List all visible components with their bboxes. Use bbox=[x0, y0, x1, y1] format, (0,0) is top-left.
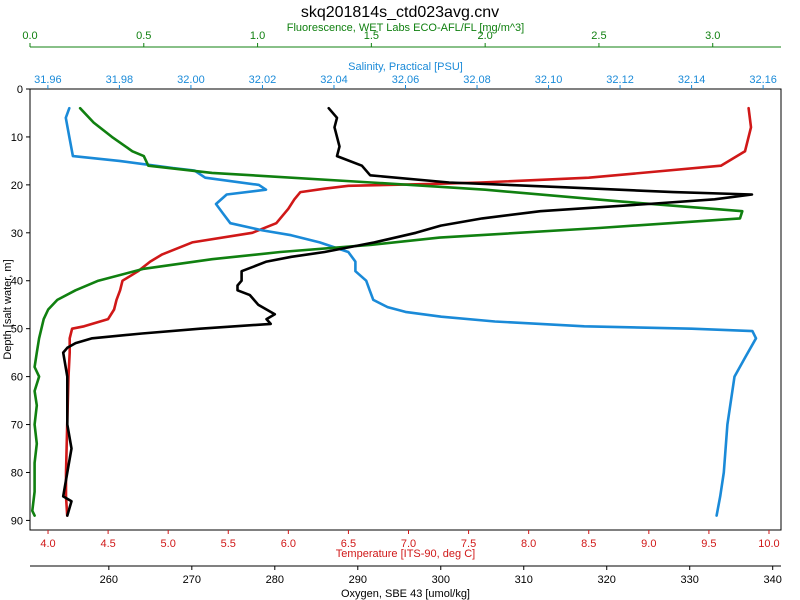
temperature-tick-label: 10.0 bbox=[758, 538, 779, 550]
temperature-tick-label: 5.5 bbox=[221, 538, 236, 550]
temperature-tick-label: 6.5 bbox=[341, 538, 356, 550]
oxygen-profile-line bbox=[61, 106, 754, 517]
oxygen-tick-label: 300 bbox=[432, 574, 450, 586]
oxygen-tick-label: 320 bbox=[598, 574, 616, 586]
temperature-tick-label: 6.0 bbox=[281, 538, 296, 550]
salinity-tick-label: 31.98 bbox=[106, 74, 134, 86]
oxygen-tick-label: 340 bbox=[764, 574, 782, 586]
salinity-tick-label: 32.02 bbox=[249, 74, 277, 86]
y-axis-label: Depth [salt water, m] bbox=[2, 259, 14, 359]
oxygen-tick-label: 330 bbox=[681, 574, 699, 586]
oxygen-tick-label: 310 bbox=[515, 574, 533, 586]
salinity-tick-label: 32.04 bbox=[320, 74, 348, 86]
y-tick-label: 70 bbox=[11, 420, 23, 432]
fluorescence-axis-label: Fluorescence, WET Labs ECO-AFL/FL [mg/m^… bbox=[287, 22, 524, 34]
temperature-tick-label: 5.0 bbox=[161, 538, 176, 550]
chart-title: skq201814s_ctd023avg.cnv bbox=[301, 4, 499, 21]
temperature-tick-label: 4.0 bbox=[40, 538, 55, 550]
y-tick-label: 40 bbox=[11, 276, 23, 288]
salinity-tick-label: 32.10 bbox=[535, 74, 563, 86]
salinity-tick-label: 32.06 bbox=[392, 74, 420, 86]
fluorescence-profile-line bbox=[30, 106, 744, 517]
temperature-tick-label: 7.5 bbox=[461, 538, 476, 550]
y-tick-label: 80 bbox=[11, 467, 23, 479]
salinity-tick-label: 31.96 bbox=[34, 74, 62, 86]
oxygen-tick-label: 270 bbox=[183, 574, 201, 586]
fluorescence-tick-label: 3.0 bbox=[705, 30, 720, 42]
y-tick-label: 0 bbox=[17, 84, 23, 96]
temperature-tick-label: 7.0 bbox=[401, 538, 416, 550]
temperature-tick-label: 9.0 bbox=[641, 538, 656, 550]
y-tick-label: 90 bbox=[11, 515, 23, 527]
oxygen-tick-label: 260 bbox=[100, 574, 118, 586]
salinity-tick-label: 32.08 bbox=[463, 74, 491, 86]
fluorescence-tick-label: 2.5 bbox=[591, 30, 606, 42]
y-tick-label: 60 bbox=[11, 372, 23, 384]
y-tick-label: 10 bbox=[11, 132, 23, 144]
temperature-tick-label: 4.5 bbox=[100, 538, 115, 550]
fluorescence-tick-label: 1.0 bbox=[250, 30, 265, 42]
salinity-tick-label: 32.00 bbox=[177, 74, 205, 86]
y-tick-label: 30 bbox=[11, 228, 23, 240]
oxygen-axis-label: Oxygen, SBE 43 [umol/kg] bbox=[341, 588, 470, 600]
temperature-tick-label: 8.5 bbox=[581, 538, 596, 550]
fluorescence-tick-label: 0.5 bbox=[136, 30, 151, 42]
temperature-axis-label: Temperature [ITS-90, deg C] bbox=[336, 548, 475, 560]
temperature-tick-label: 9.5 bbox=[701, 538, 716, 550]
fluorescence-tick-label: 2.0 bbox=[478, 30, 493, 42]
fluorescence-tick-label: 1.5 bbox=[364, 30, 379, 42]
oxygen-tick-label: 280 bbox=[266, 574, 284, 586]
oxygen-tick-label: 290 bbox=[349, 574, 367, 586]
fluorescence-tick-label: 0.0 bbox=[22, 30, 37, 42]
y-tick-label: 20 bbox=[11, 180, 23, 192]
temperature-tick-label: 8.0 bbox=[521, 538, 536, 550]
salinity-tick-label: 32.14 bbox=[678, 74, 706, 86]
salinity-axis-label: Salinity, Practical [PSU] bbox=[348, 61, 463, 73]
y-tick-label: 50 bbox=[11, 324, 23, 336]
salinity-tick-label: 32.12 bbox=[606, 74, 634, 86]
salinity-tick-label: 32.16 bbox=[749, 74, 777, 86]
